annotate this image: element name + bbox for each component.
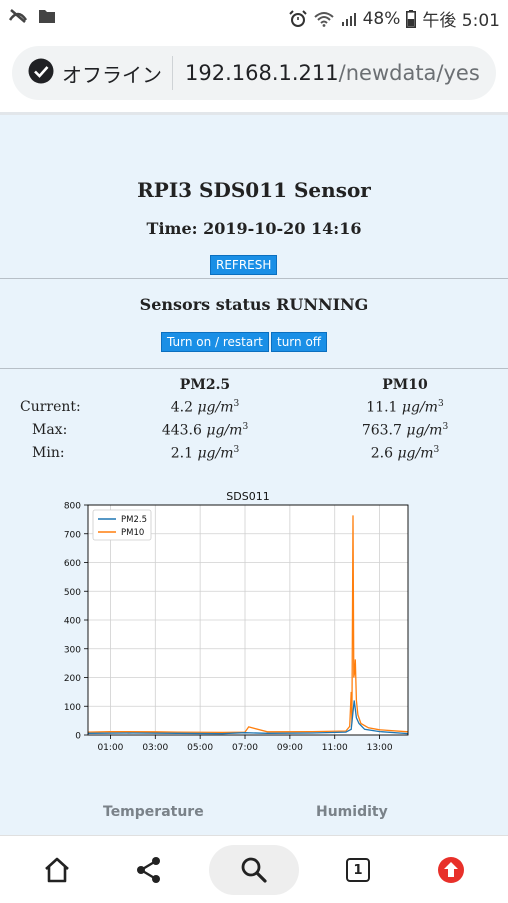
- toolbar-shadow: [0, 112, 508, 115]
- legend-label: PM2.5: [121, 515, 147, 525]
- pm25-value: 4.2 μg/m3: [170, 399, 240, 416]
- turn-on-restart-button[interactable]: Turn on / restart: [161, 332, 269, 352]
- search-icon: [241, 857, 267, 883]
- pm25-value: 2.1 μg/m3: [170, 445, 240, 462]
- tab-humidity[interactable]: Humidity: [316, 804, 388, 820]
- connection-label: オフライン: [62, 62, 162, 87]
- offline-check-icon: [28, 58, 54, 88]
- battery-percent: 48%: [362, 8, 401, 29]
- pm25-value: 443.6 μg/m3: [161, 422, 249, 439]
- x-tick-label: 09:00: [277, 743, 303, 753]
- y-tick-label: 500: [64, 588, 81, 598]
- pm10-value: 11.1 μg/m3: [366, 399, 444, 416]
- home-icon: [45, 857, 69, 883]
- x-tick-label: 03:00: [142, 743, 168, 753]
- url-path: /newdata/yes: [338, 61, 480, 85]
- page-title: RPI3 SDS011 Sensor: [137, 178, 371, 202]
- divider: [0, 278, 508, 279]
- search-button[interactable]: [209, 845, 299, 895]
- chart-title: SDS011: [226, 490, 270, 503]
- alarm-icon: [288, 9, 307, 28]
- x-tick-label: 11:00: [322, 743, 348, 753]
- connection-status[interactable]: オフライン: [12, 56, 173, 90]
- y-tick-label: 300: [64, 645, 81, 655]
- share-icon: [137, 857, 160, 883]
- x-tick-label: 13:00: [367, 743, 393, 753]
- table-row: Min: 2.1 μg/m3 2.6 μg/m3: [0, 445, 508, 465]
- pm10-value: 2.6 μg/m3: [370, 445, 440, 462]
- notification-muted-icon: [8, 8, 28, 24]
- up-arrow-icon: [438, 857, 464, 883]
- x-tick-label: 07:00: [232, 743, 258, 753]
- row-label: Max:: [32, 422, 68, 438]
- share-button[interactable]: [129, 850, 169, 890]
- y-tick-label: 200: [64, 674, 81, 684]
- battery-icon: [406, 9, 417, 28]
- refresh-button[interactable]: REFRESH: [210, 255, 278, 275]
- pm10-value: 763.7 μg/m3: [361, 422, 449, 439]
- y-tick-label: 400: [64, 617, 81, 627]
- x-tick-label: 01:00: [97, 743, 123, 753]
- timestamp: Time: 2019-10-20 14:16: [146, 219, 362, 238]
- tabs-button[interactable]: 1: [338, 850, 378, 890]
- pm25-header: PM2.5: [179, 377, 231, 393]
- status-bar: 48% 午後 5:01: [0, 0, 508, 34]
- plot-frame: [87, 504, 409, 736]
- home-button[interactable]: [37, 850, 77, 890]
- table-row: Max: 443.6 μg/m3 763.7 μg/m3: [0, 422, 508, 442]
- folder-icon: [38, 8, 56, 24]
- row-label: Min:: [32, 445, 65, 461]
- series-line-pm10: [87, 515, 409, 734]
- y-tick-label: 600: [64, 559, 81, 569]
- bottom-nav: 1: [0, 835, 508, 903]
- y-tick-label: 100: [64, 703, 81, 713]
- tab-count: 1: [346, 858, 370, 882]
- web-page: RPI3 SDS011 Sensor Time: 2019-10-20 14:1…: [0, 115, 508, 835]
- y-tick-label: 700: [64, 530, 81, 540]
- y-tick-label: 800: [64, 502, 81, 512]
- signal-icon: [341, 11, 357, 27]
- wifi-icon: [313, 11, 335, 27]
- clock: 午後 5:01: [422, 11, 500, 31]
- url-field[interactable]: 192.168.1.211/newdata/yes: [173, 61, 480, 85]
- x-tick-label: 05:00: [187, 743, 213, 753]
- upload-button[interactable]: [431, 850, 471, 890]
- turn-off-button[interactable]: turn off: [271, 332, 328, 352]
- y-tick-label: 0: [75, 732, 81, 742]
- address-bar[interactable]: オフライン 192.168.1.211/newdata/yes: [12, 46, 496, 100]
- table-row: Current: 4.2 μg/m3 11.1 μg/m3: [0, 399, 508, 419]
- url-host: 192.168.1.211: [185, 61, 339, 85]
- pm10-header: PM10: [382, 377, 428, 393]
- series-line-pm25: [87, 700, 409, 735]
- chart-svg: 0 100 200 300 400 500 600 700 800 01:00 03:00 05:00…: [64, 502, 409, 753]
- sensors-status: Sensors status RUNNING: [139, 295, 369, 314]
- sds011-chart: SDS011 0 100 200 300 400 500 600 700 800 01:00 03:…: [40, 485, 420, 775]
- legend-label: PM10: [121, 528, 144, 538]
- tab-temperature[interactable]: Temperature: [103, 804, 204, 820]
- row-label: Current:: [20, 399, 81, 415]
- divider: [0, 368, 508, 369]
- table-header-row: PM2.5 PM10: [0, 377, 508, 397]
